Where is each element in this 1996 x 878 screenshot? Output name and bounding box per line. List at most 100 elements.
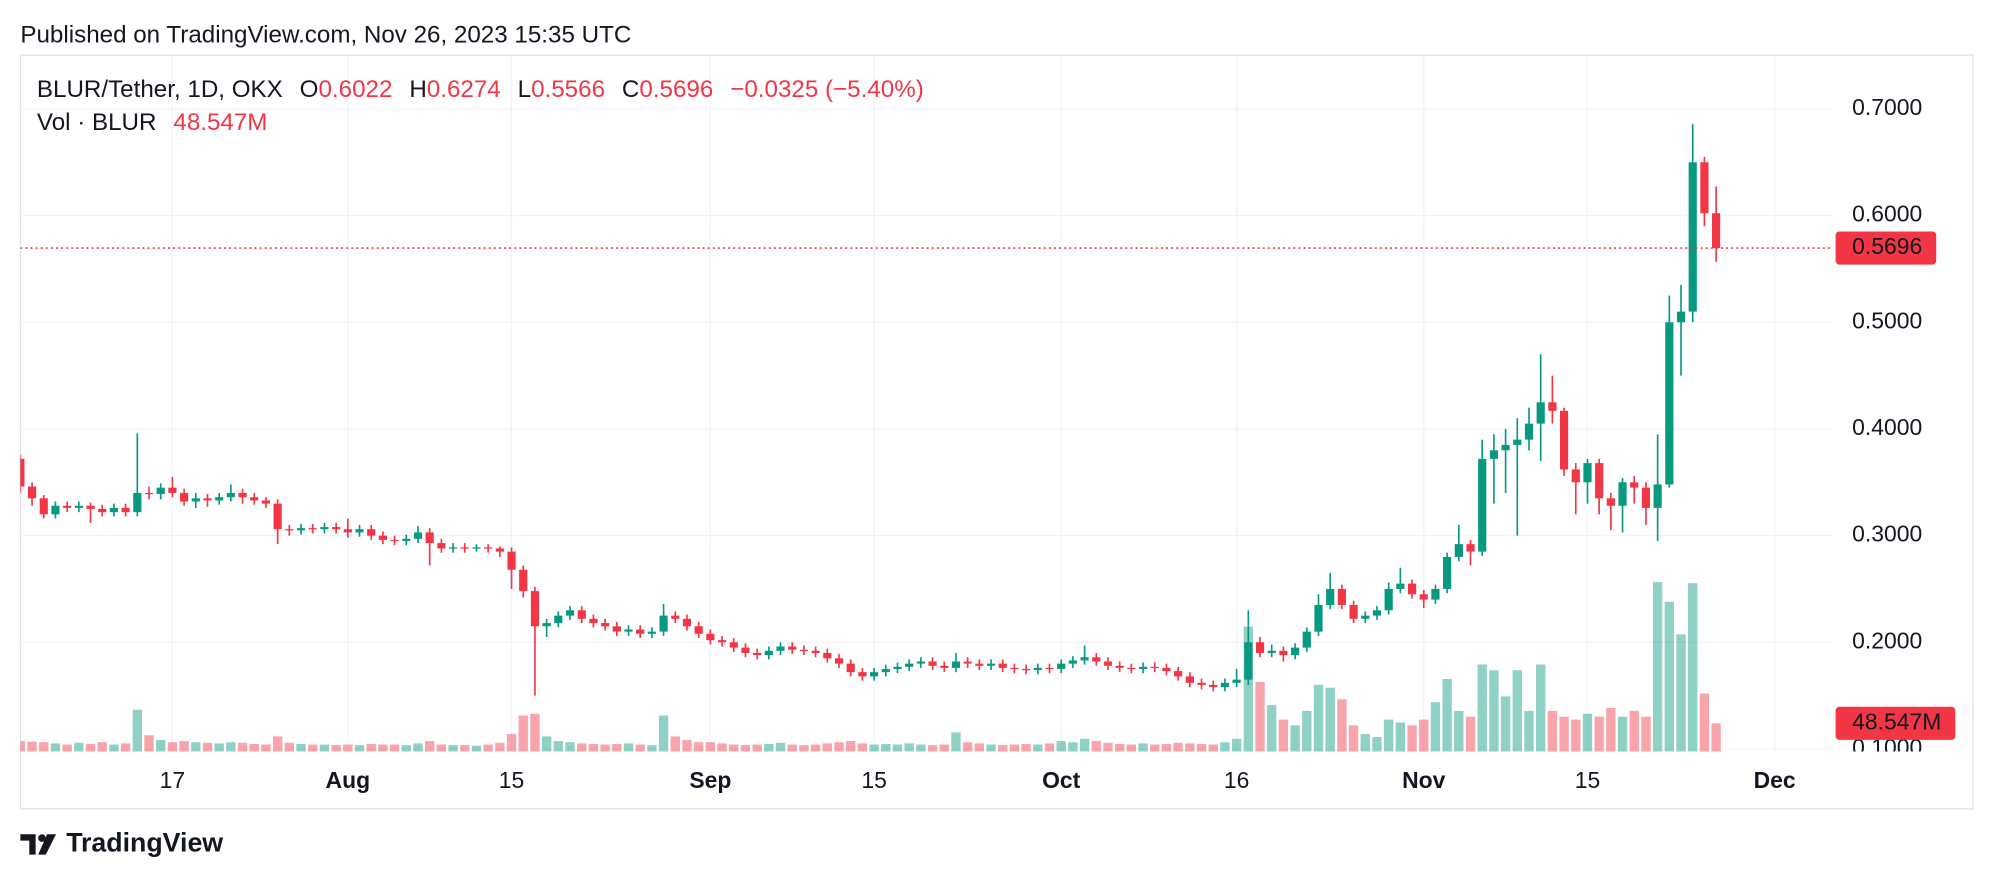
volume-bar <box>202 742 213 752</box>
volume-bar <box>1278 719 1289 752</box>
volume-bar <box>413 743 423 752</box>
ohlc-value: 0.6274 <box>427 76 501 103</box>
ohlc-letter: H <box>409 76 426 103</box>
volume-bar <box>927 745 938 752</box>
candle-body <box>1524 423 1534 440</box>
candle-body <box>39 498 48 515</box>
volume-bar <box>1477 664 1487 752</box>
candle-body <box>1174 671 1183 677</box>
volume-bar <box>460 745 470 752</box>
candle-body <box>1384 588 1393 611</box>
volume-value: 48.547M <box>173 109 267 136</box>
volume-bar <box>1009 744 1020 752</box>
candle-body <box>1536 402 1545 424</box>
volume-bar <box>1454 710 1464 752</box>
candle-body <box>402 538 411 541</box>
candle-body <box>530 591 540 627</box>
volume-bar <box>1664 601 1675 752</box>
candle-body <box>1220 682 1230 688</box>
candle-body <box>729 642 738 648</box>
candle-body <box>51 505 60 515</box>
volume-bar <box>939 744 949 752</box>
volume-bar <box>1161 743 1172 752</box>
volume-bar <box>191 742 201 752</box>
candle-body <box>741 647 750 653</box>
volume-bar <box>1021 743 1031 752</box>
volume-bar <box>354 745 365 752</box>
ohlc-value: 0.5696 <box>639 76 713 103</box>
candle-body <box>1419 594 1428 600</box>
candle-body <box>799 649 809 652</box>
volume-bar <box>904 743 914 752</box>
candle-body <box>156 487 165 495</box>
time-axis-bg <box>21 751 1972 808</box>
brand: TradingView <box>66 828 223 858</box>
candle-body <box>1443 556 1452 589</box>
candle-body <box>1244 642 1253 680</box>
volume-bar <box>530 713 540 752</box>
volume-bar <box>1126 744 1137 752</box>
volume-bar <box>85 743 96 752</box>
volume-bar <box>471 745 482 752</box>
y-tick-label: 0.4000 <box>1852 414 1922 440</box>
volume-bar <box>214 743 224 752</box>
candle-body <box>986 663 996 666</box>
volume-bar <box>74 742 84 752</box>
candle-body <box>1279 650 1288 656</box>
volume-bar <box>822 743 832 752</box>
candle-body <box>1454 544 1463 557</box>
volume-bar <box>1641 716 1651 752</box>
change: −0.0325 (−5.40%) <box>730 76 924 103</box>
volume-bar <box>1500 696 1511 752</box>
candle-body <box>191 498 200 502</box>
volume-bar <box>120 743 131 752</box>
candle-body <box>367 529 376 536</box>
candle-body <box>1045 667 1054 670</box>
volume-bar <box>1208 744 1218 752</box>
candle-body <box>554 615 563 624</box>
volume-bar <box>693 742 704 752</box>
volume-bar <box>962 742 973 752</box>
volume-bar <box>682 739 692 752</box>
candle-body <box>636 629 645 634</box>
volume-bar <box>1325 687 1335 752</box>
volume-bar <box>729 744 739 752</box>
volume-bar <box>1348 725 1359 752</box>
candle-body <box>1571 469 1580 483</box>
candle-body <box>1688 162 1697 312</box>
volume-bar <box>1711 723 1721 752</box>
y-tick-label: 0.6000 <box>1852 201 1922 227</box>
candle-body <box>577 610 586 619</box>
candle-body <box>1548 402 1557 411</box>
candle-body <box>1197 682 1206 685</box>
candle-body <box>1676 311 1686 323</box>
candle-body <box>823 652 832 659</box>
ohlc-value: 0.6022 <box>318 76 392 103</box>
volume-bar <box>1372 737 1382 752</box>
volume-bar <box>343 744 353 752</box>
volume-bar <box>1091 741 1101 752</box>
volume-bar <box>834 742 844 752</box>
volume-bar <box>249 743 259 752</box>
volume-bar <box>810 744 821 752</box>
volume-bar <box>892 744 903 752</box>
volume-bar <box>425 741 435 752</box>
volume-bar <box>623 743 634 752</box>
volume-bar <box>705 742 716 752</box>
candle-body <box>1595 463 1604 499</box>
volume-bar <box>226 742 236 752</box>
volume-bar <box>156 739 166 752</box>
price-axis: 0.10000.20000.30000.40000.50000.60000.70… <box>1835 94 1956 760</box>
volume-bar <box>50 743 61 752</box>
volume-bar <box>1173 742 1183 752</box>
volume-bar <box>998 745 1008 752</box>
candle-body <box>261 500 271 504</box>
candle-body <box>1115 665 1124 668</box>
volume-bar <box>1313 684 1324 752</box>
candle-body <box>144 492 154 495</box>
candle-body <box>378 535 387 540</box>
volume-bar <box>1629 710 1639 752</box>
candle-body <box>975 663 984 666</box>
ohlc-value: 0.5566 <box>531 76 605 103</box>
candle-body <box>893 666 902 669</box>
